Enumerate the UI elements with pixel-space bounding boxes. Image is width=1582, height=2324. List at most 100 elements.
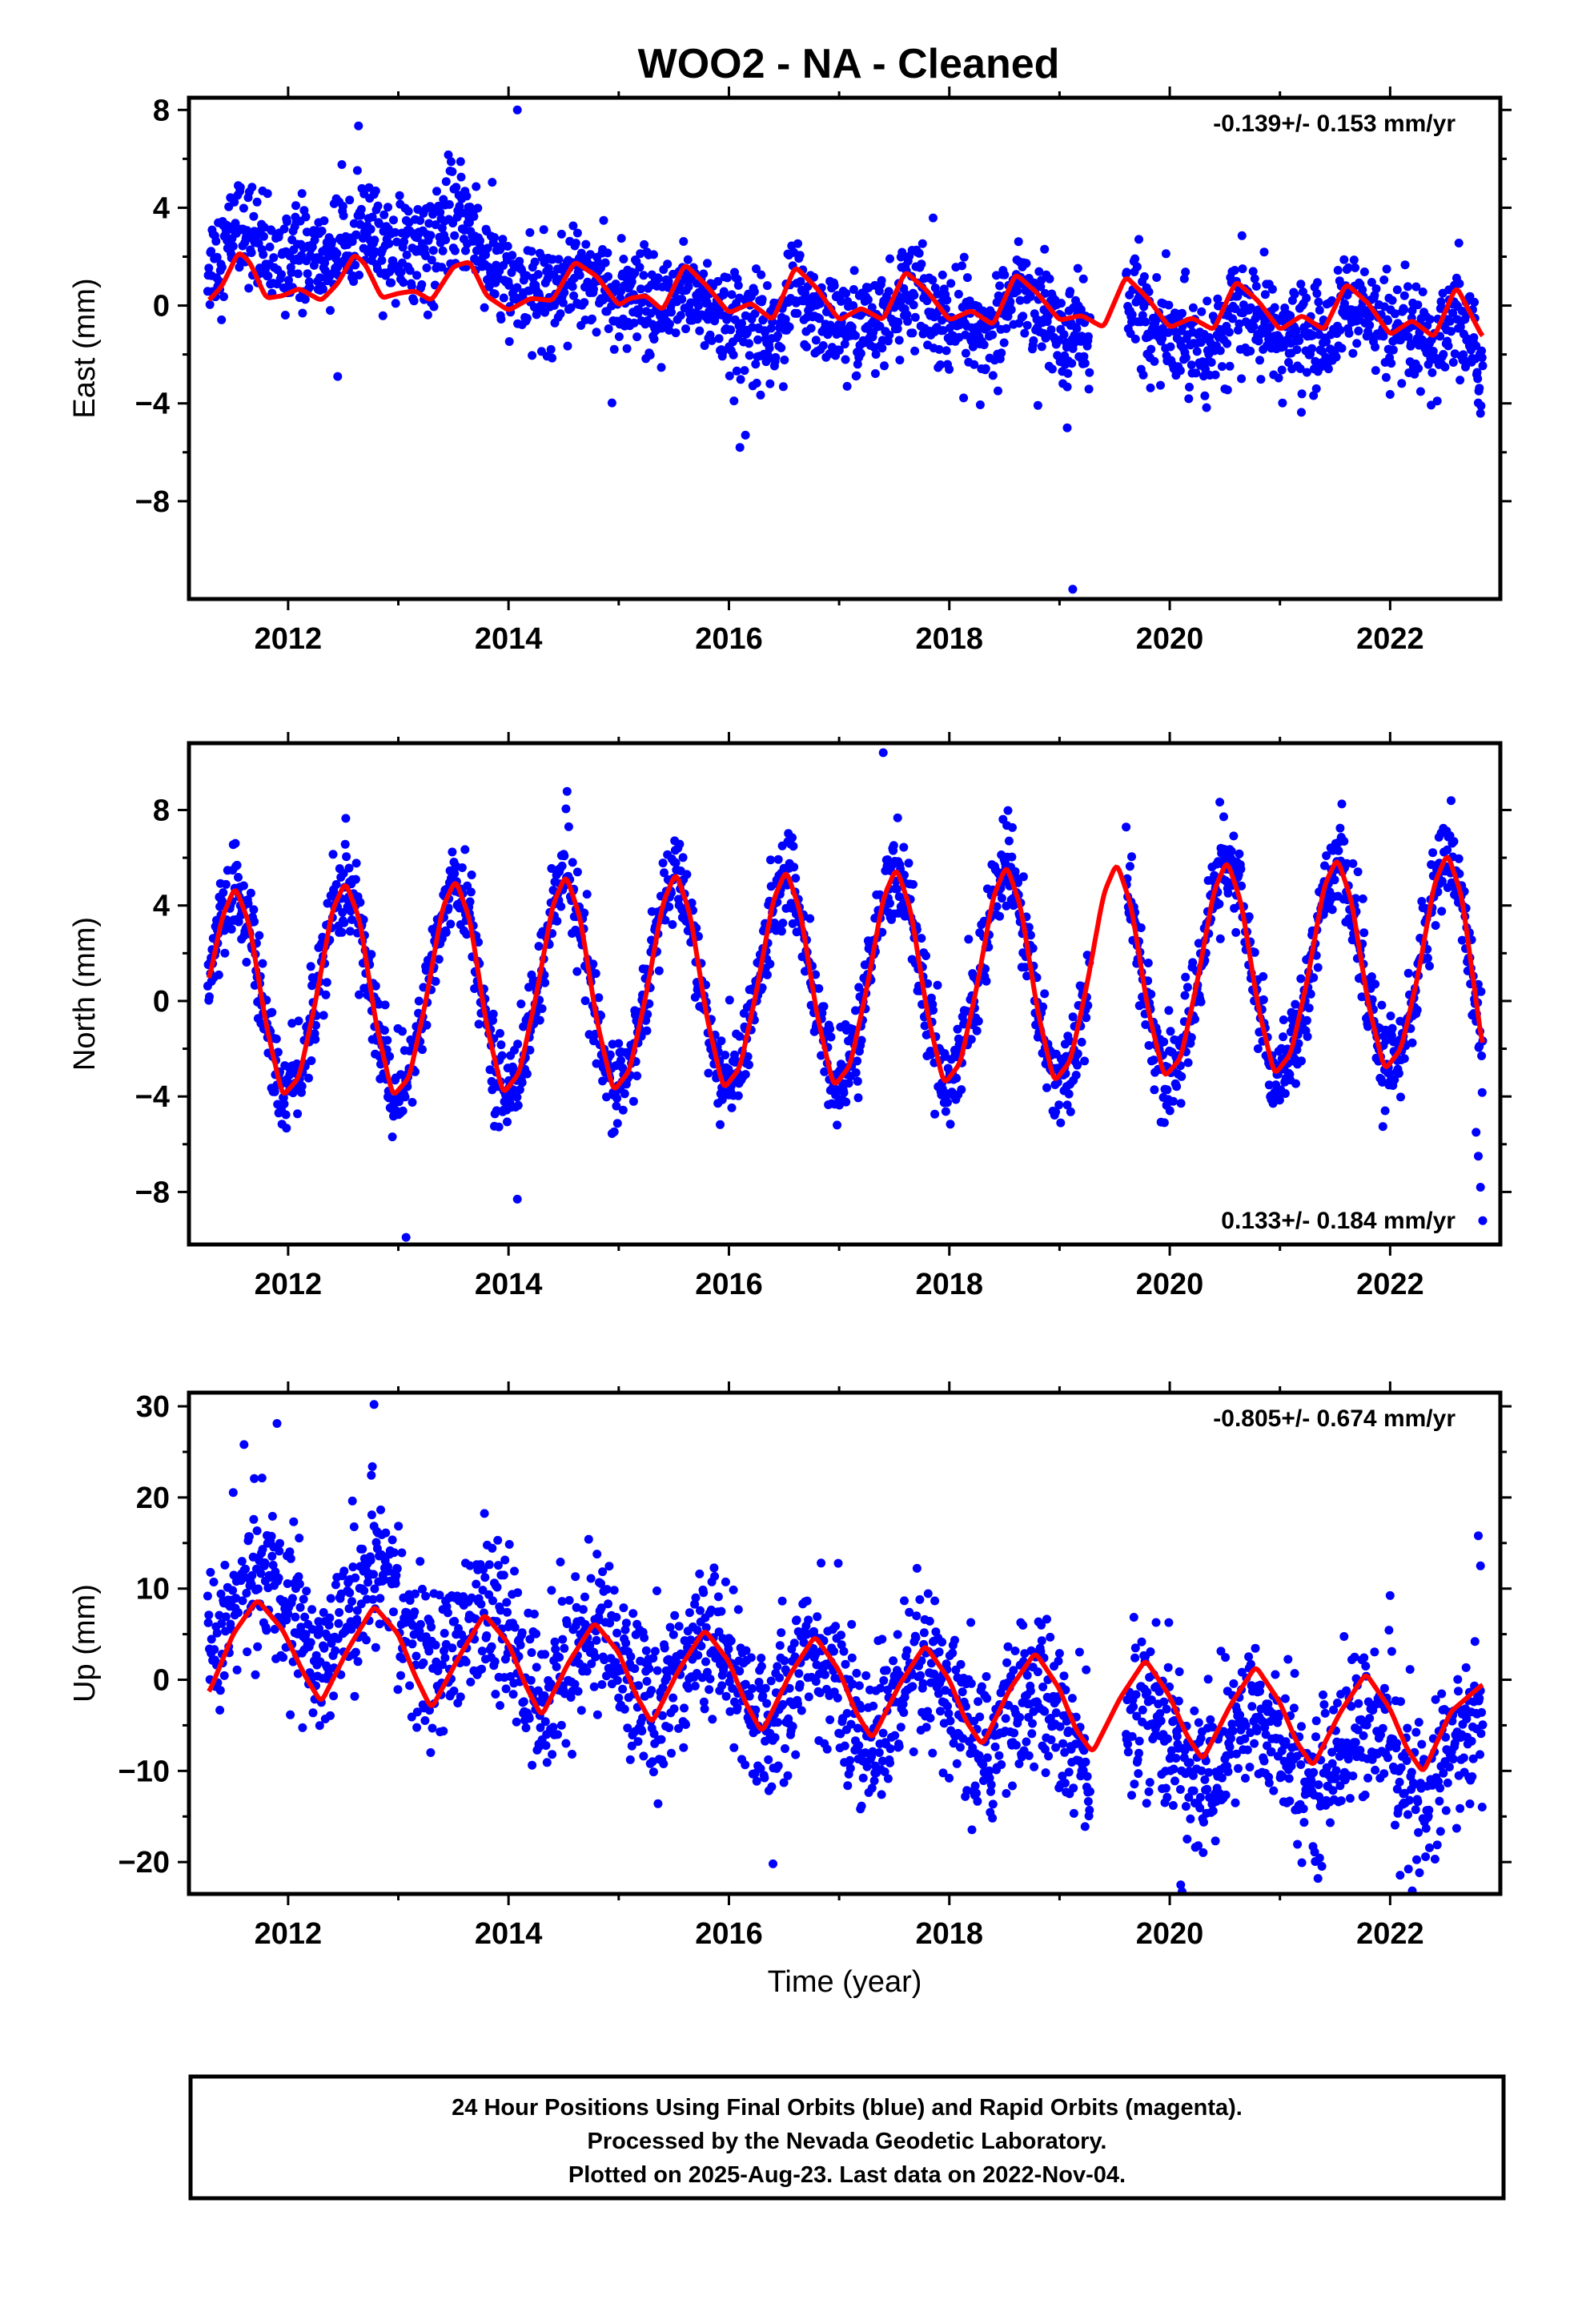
data-point bbox=[870, 369, 880, 378]
data-point bbox=[1125, 862, 1134, 871]
data-point bbox=[729, 396, 739, 406]
data-point bbox=[211, 236, 221, 246]
data-point bbox=[778, 919, 788, 928]
data-point bbox=[1249, 322, 1259, 332]
data-point bbox=[1385, 390, 1395, 399]
data-point bbox=[683, 255, 693, 264]
data-point bbox=[510, 1622, 520, 1632]
data-point bbox=[762, 970, 772, 979]
data-point bbox=[569, 291, 579, 300]
data-point bbox=[725, 371, 734, 380]
data-point bbox=[550, 1637, 560, 1647]
data-point bbox=[946, 1120, 955, 1129]
data-point bbox=[612, 1613, 621, 1622]
data-point bbox=[339, 1566, 349, 1576]
data-point bbox=[352, 166, 362, 175]
data-point bbox=[1477, 346, 1487, 356]
data-point bbox=[496, 1040, 506, 1050]
data-point bbox=[508, 251, 517, 260]
data-point bbox=[1432, 396, 1442, 406]
data-point bbox=[582, 1667, 592, 1676]
data-point bbox=[1256, 375, 1266, 384]
data-point bbox=[1337, 799, 1347, 809]
data-point bbox=[477, 1647, 487, 1656]
data-point bbox=[1040, 989, 1050, 999]
data-point bbox=[272, 1419, 282, 1428]
data-point bbox=[207, 1634, 216, 1644]
data-point bbox=[1253, 1044, 1263, 1053]
data-point bbox=[995, 911, 1005, 921]
data-point bbox=[307, 1625, 317, 1634]
data-point bbox=[668, 920, 677, 929]
data-point bbox=[1335, 823, 1345, 833]
data-point bbox=[299, 1594, 308, 1604]
data-point bbox=[219, 292, 228, 301]
data-point bbox=[480, 1573, 490, 1582]
data-point bbox=[964, 935, 974, 944]
data-point bbox=[596, 1603, 606, 1613]
data-point bbox=[279, 1597, 289, 1606]
data-point bbox=[319, 284, 327, 294]
data-point bbox=[1264, 1080, 1274, 1090]
data-point bbox=[796, 277, 805, 286]
data-point bbox=[243, 899, 253, 908]
data-point bbox=[1371, 366, 1380, 376]
data-point bbox=[396, 267, 406, 277]
data-point bbox=[1177, 1072, 1186, 1081]
data-point bbox=[519, 1697, 528, 1707]
data-point bbox=[426, 1748, 436, 1757]
data-point bbox=[756, 390, 765, 400]
data-point bbox=[849, 266, 859, 275]
data-point bbox=[510, 1566, 519, 1576]
data-point bbox=[358, 1544, 367, 1554]
data-point bbox=[387, 1535, 397, 1545]
y-axis-label: North (mm) bbox=[68, 917, 102, 1071]
data-point bbox=[295, 1602, 305, 1612]
data-point bbox=[525, 1634, 535, 1644]
data-point bbox=[516, 1640, 525, 1650]
data-point bbox=[258, 959, 267, 968]
data-point bbox=[347, 1597, 356, 1606]
data-point bbox=[933, 289, 942, 299]
data-point bbox=[819, 1002, 829, 1011]
data-point bbox=[284, 275, 293, 285]
data-point bbox=[1238, 264, 1247, 274]
data-point bbox=[1322, 337, 1331, 347]
data-point bbox=[1036, 282, 1046, 292]
data-point bbox=[275, 1538, 284, 1548]
data-point bbox=[730, 1050, 739, 1059]
data-point bbox=[1230, 266, 1239, 275]
data-point bbox=[793, 239, 802, 248]
data-point bbox=[532, 1663, 541, 1672]
data-point bbox=[537, 1004, 547, 1013]
data-point bbox=[1156, 380, 1165, 390]
data-point bbox=[1270, 303, 1279, 312]
data-point bbox=[1286, 311, 1295, 320]
data-point bbox=[639, 271, 648, 280]
data-point bbox=[1358, 894, 1367, 903]
data-point bbox=[1315, 305, 1324, 315]
data-point bbox=[462, 930, 472, 939]
data-point bbox=[679, 237, 689, 246]
data-point bbox=[472, 1579, 481, 1589]
data-point bbox=[291, 1612, 300, 1622]
data-point bbox=[1084, 384, 1094, 394]
data-point bbox=[295, 1534, 304, 1543]
data-point bbox=[1047, 364, 1057, 374]
data-point bbox=[1182, 983, 1192, 992]
x-tick-label: 2018 bbox=[915, 1268, 983, 1301]
data-point bbox=[1144, 1041, 1154, 1050]
data-point bbox=[247, 248, 256, 257]
data-point bbox=[1399, 1054, 1409, 1063]
data-point bbox=[348, 1562, 358, 1572]
data-point bbox=[1146, 990, 1156, 999]
data-point bbox=[806, 324, 816, 333]
data-point bbox=[743, 1051, 753, 1061]
data-point bbox=[437, 263, 447, 272]
data-point bbox=[484, 1560, 494, 1570]
data-point bbox=[616, 1055, 625, 1065]
data-point bbox=[268, 1560, 278, 1570]
data-point bbox=[1309, 973, 1319, 983]
data-point bbox=[1175, 366, 1185, 376]
data-point bbox=[1307, 344, 1317, 353]
